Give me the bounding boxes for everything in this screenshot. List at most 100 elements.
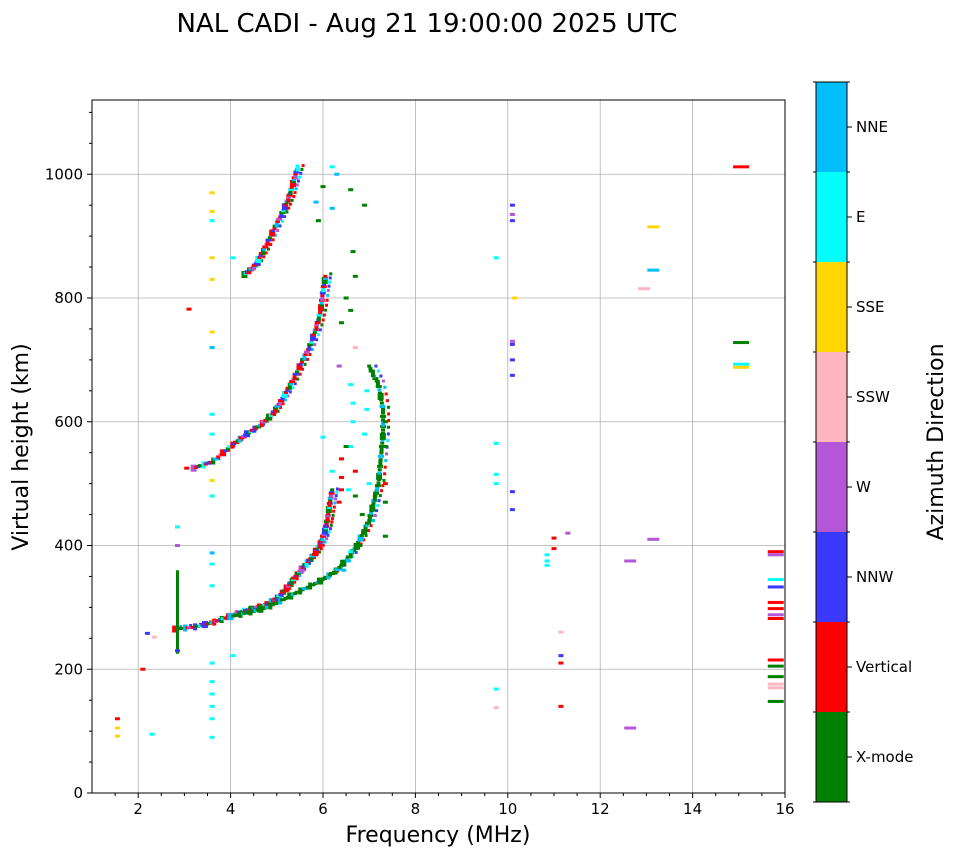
trace-echo-mark xyxy=(325,506,332,514)
grid-lines xyxy=(92,100,786,794)
echo-point xyxy=(382,420,388,424)
trace-echo-mark xyxy=(295,164,300,172)
trace-echo-mark xyxy=(323,528,328,532)
echo-point xyxy=(209,584,215,588)
echo-point xyxy=(320,435,326,439)
trace-echo-mark xyxy=(322,313,326,317)
trace-echo-mark xyxy=(381,418,386,422)
trace-echo-mark xyxy=(369,524,373,528)
echo-point xyxy=(209,661,215,665)
trace-echo-mark xyxy=(353,543,358,551)
trace-echo-mark xyxy=(253,609,258,613)
trace-echo-mark xyxy=(326,288,330,292)
echo-point xyxy=(767,585,784,589)
echo-point xyxy=(624,559,637,563)
trace-echo-mark xyxy=(343,559,348,563)
trace-echo-mark xyxy=(271,238,275,242)
trace-echo-mark xyxy=(313,582,318,586)
trace-echo-mark xyxy=(315,323,320,327)
trace-echo-mark xyxy=(288,187,293,195)
trace-echo-mark xyxy=(320,293,325,297)
trace-echo-mark xyxy=(331,513,335,517)
trace-echo-mark xyxy=(231,614,236,618)
colorbar-segment xyxy=(816,712,847,802)
trace-echo-mark xyxy=(333,567,338,575)
echo-point xyxy=(733,165,750,169)
echo-point xyxy=(140,667,146,671)
trace-echo-mark xyxy=(289,380,296,384)
echo-point xyxy=(350,420,356,424)
trace-echo-mark xyxy=(330,517,334,521)
trace-echo-mark xyxy=(291,576,298,580)
echo-point xyxy=(364,389,370,393)
trace-echo-mark xyxy=(279,405,283,409)
colorbar-tick-label: NNW xyxy=(856,568,893,586)
trace-echo-mark xyxy=(377,388,382,392)
colorbar-segment xyxy=(816,532,847,622)
trace-echo-mark xyxy=(201,621,208,629)
trace-echo-mark xyxy=(311,333,316,337)
trace-echo-mark xyxy=(296,377,300,381)
echo-point xyxy=(362,432,368,436)
trace-echo-mark xyxy=(268,413,273,417)
trace-echo-mark xyxy=(307,343,314,347)
trace-echo-mark xyxy=(383,385,387,389)
trace-echo-mark xyxy=(319,547,323,551)
echo-point xyxy=(551,547,557,551)
echo-point xyxy=(767,550,784,554)
trace-echo-mark xyxy=(189,624,193,628)
trace-echo-mark xyxy=(274,220,279,228)
trace-echo-mark xyxy=(265,238,272,242)
trace-echo-mark xyxy=(330,488,335,492)
echo-point xyxy=(493,687,499,691)
trace-echo-mark xyxy=(267,236,272,240)
echo-point xyxy=(647,268,660,272)
trace-echo-mark xyxy=(296,363,303,371)
trace-echo-mark xyxy=(379,374,383,378)
trace-echo-mark xyxy=(220,449,227,457)
trace-echo-mark xyxy=(324,514,331,518)
echo-point xyxy=(558,654,564,658)
trace-echo-mark xyxy=(384,392,388,396)
echo-point xyxy=(767,658,784,662)
echo-point xyxy=(209,432,215,436)
colorbar-tick-label: NNE xyxy=(856,118,888,136)
echo-point xyxy=(149,732,155,736)
trace-echo-mark xyxy=(382,479,386,483)
trace-echo-mark xyxy=(318,311,323,315)
trace-echo-mark xyxy=(362,538,366,542)
trace-echo-mark xyxy=(376,504,380,508)
trace-echo-mark xyxy=(374,484,381,488)
echo-point xyxy=(174,525,180,529)
trace-echo-mark xyxy=(286,394,290,398)
trace-echo-mark xyxy=(276,229,280,233)
echo-point xyxy=(338,475,344,479)
trace-echo-mark xyxy=(328,276,332,280)
trace-echo-mark xyxy=(274,406,279,410)
trace-echo-mark xyxy=(316,314,321,322)
trace-echo-mark xyxy=(273,413,277,417)
trace-echo-mark xyxy=(179,625,183,629)
x-tick-label: 10 xyxy=(498,800,517,818)
trace-echo-mark xyxy=(328,491,335,495)
trace-echo-mark xyxy=(324,308,328,312)
echo-point xyxy=(313,200,319,204)
trace-echo-mark xyxy=(227,448,231,452)
trace-echo-mark xyxy=(272,601,279,605)
trace-echo-mark xyxy=(280,397,285,401)
trace-echo-mark xyxy=(357,546,361,550)
colorbar-segment xyxy=(816,442,847,532)
trace-echo-mark xyxy=(372,494,377,502)
trace-echo-mark xyxy=(324,521,329,525)
trace-echo-mark xyxy=(312,330,317,334)
trace-echo-mark xyxy=(328,498,333,502)
trace-echo-mark xyxy=(369,511,374,515)
trace-echo-mark xyxy=(376,369,380,373)
y-tick-label: 0 xyxy=(73,784,83,802)
trace-echo-mark xyxy=(212,457,219,461)
trace-echo-mark xyxy=(288,187,295,191)
trace-echo-mark xyxy=(275,600,280,604)
trace-echo-mark xyxy=(238,610,243,618)
trace-echo-mark xyxy=(278,224,282,228)
